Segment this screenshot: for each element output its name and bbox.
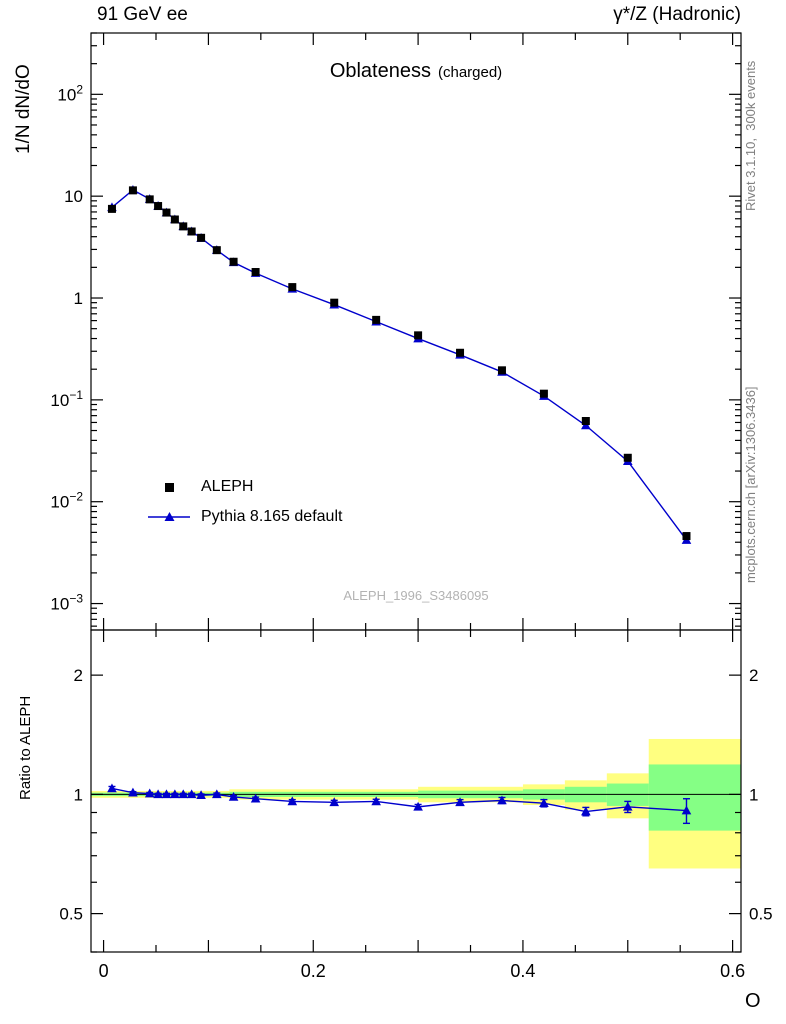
svg-text:10−2: 10−2 xyxy=(50,490,83,512)
beam-energy-label: 91 GeV ee xyxy=(97,4,188,25)
aleph-square-marker-icon xyxy=(165,483,174,492)
analysis-id-watermark: ALEPH_1996_S3486095 xyxy=(343,588,489,603)
svg-text:0: 0 xyxy=(99,961,109,981)
ratio-plot-frame xyxy=(90,629,742,953)
plot-title-main: Oblateness xyxy=(329,60,431,82)
rivet-version-label: Rivet 3.1.10, 300k events xyxy=(743,60,758,211)
svg-text:0.4: 0.4 xyxy=(510,961,535,981)
plot-title: Oblateness (charged) xyxy=(91,60,741,83)
mcplots-credit-label: mcplots.cern.ch [arXiv:1306.3436] xyxy=(743,386,758,584)
svg-text:1: 1 xyxy=(74,289,83,308)
pythia-triangle-marker-icon xyxy=(148,512,190,521)
svg-text:0.6: 0.6 xyxy=(720,961,745,981)
svg-text:102: 102 xyxy=(57,82,83,104)
main-data-series xyxy=(107,184,692,544)
ratio-uncertainty-bands xyxy=(91,738,741,869)
legend-item-aleph: ALEPH xyxy=(146,472,342,502)
legend-item-pythia: Pythia 8.165 default xyxy=(146,502,342,532)
legend-label-pythia: Pythia 8.165 default xyxy=(201,508,343,525)
plot-title-suffix: (charged) xyxy=(437,64,503,81)
svg-text:2: 2 xyxy=(749,666,758,685)
x-axis-title: O xyxy=(745,990,761,1012)
main-y-axis-title: 1/N dN/dO xyxy=(13,64,34,154)
svg-text:1: 1 xyxy=(74,785,83,804)
ratio-data-series xyxy=(91,783,741,825)
main-plot-axes: 10−3 10−2 10−1 1 10 102 xyxy=(50,32,741,630)
svg-text:10−1: 10−1 xyxy=(50,388,83,410)
svg-text:10: 10 xyxy=(64,187,83,206)
svg-text:2: 2 xyxy=(74,666,83,685)
svg-text:1: 1 xyxy=(749,785,758,804)
ratio-plot-axes: 0.5 0.5 1 1 2 2 0 0.2 0.4 0.6 xyxy=(59,630,773,981)
ratio-y-axis-title: Ratio to ALEPH xyxy=(17,695,34,800)
process-label: γ*/Z (Hadronic) xyxy=(613,4,741,25)
svg-text:0.5: 0.5 xyxy=(749,905,773,924)
legend-label-aleph: ALEPH xyxy=(201,478,254,495)
svg-text:10−3: 10−3 xyxy=(50,592,83,614)
svg-text:0.2: 0.2 xyxy=(301,961,326,981)
svg-text:0.5: 0.5 xyxy=(59,905,83,924)
legend: ALEPH Pythia 8.165 default xyxy=(146,472,342,532)
